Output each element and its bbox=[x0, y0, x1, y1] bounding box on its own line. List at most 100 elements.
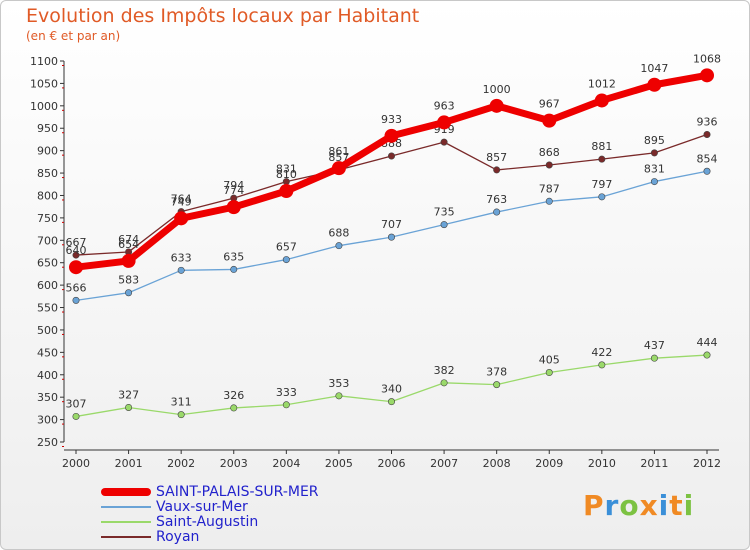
data-point-saint-palais-sur-mer bbox=[489, 98, 504, 113]
data-point-vaux-sur-mer bbox=[545, 197, 553, 205]
data-point-saint-palais-sur-mer bbox=[542, 113, 557, 128]
data-label-vaux-sur-mer: 854 bbox=[697, 152, 718, 165]
data-point-saint-augustin bbox=[387, 398, 395, 406]
data-label-vaux-sur-mer: 763 bbox=[486, 193, 507, 206]
data-point-vaux-sur-mer bbox=[72, 296, 80, 304]
data-label-saint-palais-sur-mer: 774 bbox=[223, 184, 244, 197]
legend-label-saint-palais: SAINT-PALAIS-SUR-MER bbox=[156, 484, 319, 500]
y-tick-label: 700 bbox=[37, 234, 58, 247]
data-point-royan bbox=[598, 155, 606, 163]
data-point-royan bbox=[650, 149, 658, 157]
y-tick-label: 450 bbox=[37, 346, 58, 359]
y-tick-label: 800 bbox=[37, 189, 58, 202]
data-label-saint-augustin: 333 bbox=[276, 386, 297, 399]
y-tick-label: 650 bbox=[37, 257, 58, 270]
data-point-vaux-sur-mer bbox=[335, 242, 343, 250]
y-tick-label: 950 bbox=[37, 122, 58, 135]
y-tick-label: 400 bbox=[37, 369, 58, 382]
data-label-saint-palais-sur-mer: 1068 bbox=[693, 52, 721, 65]
data-label-saint-palais-sur-mer: 967 bbox=[539, 98, 560, 111]
data-label-saint-augustin: 437 bbox=[644, 339, 665, 352]
proxiti-logo: Proxiti bbox=[583, 489, 695, 522]
data-point-saint-augustin bbox=[493, 381, 501, 389]
data-point-saint-palais-sur-mer bbox=[279, 183, 294, 198]
data-point-vaux-sur-mer bbox=[125, 289, 133, 297]
data-label-royan: 936 bbox=[697, 116, 718, 129]
chart-title: Evolution des Impôts locaux par Habitant bbox=[26, 5, 420, 27]
x-tick-label: 2008 bbox=[483, 457, 511, 470]
data-point-saint-palais-sur-mer bbox=[174, 211, 189, 226]
y-tick-label: 750 bbox=[37, 212, 58, 225]
y-tick-label: 350 bbox=[37, 391, 58, 404]
data-label-royan: 857 bbox=[328, 151, 349, 164]
data-point-saint-augustin bbox=[125, 403, 133, 411]
data-label-saint-palais-sur-mer: 640 bbox=[66, 244, 87, 257]
data-point-saint-palais-sur-mer bbox=[647, 77, 662, 92]
x-tick-label: 2005 bbox=[325, 457, 353, 470]
y-tick-label: 900 bbox=[37, 145, 58, 158]
data-point-royan bbox=[440, 138, 448, 146]
data-label-vaux-sur-mer: 657 bbox=[276, 241, 297, 254]
data-point-saint-augustin bbox=[335, 392, 343, 400]
x-tick-label: 2004 bbox=[272, 457, 300, 470]
data-point-saint-palais-sur-mer bbox=[594, 93, 609, 108]
data-label-royan: 794 bbox=[223, 179, 244, 192]
data-label-vaux-sur-mer: 831 bbox=[644, 163, 665, 176]
data-point-vaux-sur-mer bbox=[598, 193, 606, 201]
x-tick-label: 2007 bbox=[430, 457, 458, 470]
data-label-saint-augustin: 340 bbox=[381, 383, 402, 396]
data-label-royan: 764 bbox=[171, 193, 192, 206]
x-tick-label: 2001 bbox=[115, 457, 143, 470]
data-point-saint-augustin bbox=[282, 401, 290, 409]
data-point-vaux-sur-mer bbox=[282, 256, 290, 264]
data-label-saint-augustin: 326 bbox=[223, 389, 244, 402]
y-tick-label: 600 bbox=[37, 279, 58, 292]
data-label-saint-palais-sur-mer: 1012 bbox=[588, 77, 616, 90]
y-tick-label: 1100 bbox=[30, 55, 58, 68]
data-label-saint-augustin: 405 bbox=[539, 354, 560, 367]
data-label-vaux-sur-mer: 707 bbox=[381, 218, 402, 231]
y-tick-label: 250 bbox=[37, 436, 58, 449]
data-label-saint-augustin: 422 bbox=[591, 346, 612, 359]
x-tick-label: 2010 bbox=[588, 457, 616, 470]
data-point-saint-augustin bbox=[703, 351, 711, 359]
data-label-saint-augustin: 378 bbox=[486, 366, 507, 379]
data-point-saint-augustin bbox=[177, 411, 185, 419]
data-point-vaux-sur-mer bbox=[440, 221, 448, 229]
data-point-vaux-sur-mer bbox=[650, 178, 658, 186]
data-point-saint-palais-sur-mer bbox=[384, 128, 399, 143]
data-label-saint-augustin: 307 bbox=[66, 397, 87, 410]
data-label-saint-palais-sur-mer: 749 bbox=[171, 195, 192, 208]
data-point-saint-palais-sur-mer bbox=[121, 253, 136, 268]
chart-subtitle: (en € et par an) bbox=[26, 29, 121, 43]
data-label-royan: 667 bbox=[66, 236, 87, 249]
data-point-saint-palais-sur-mer bbox=[331, 161, 346, 176]
data-label-saint-palais-sur-mer: 1000 bbox=[483, 83, 511, 96]
x-tick-label: 2011 bbox=[640, 457, 668, 470]
data-label-royan: 868 bbox=[539, 146, 560, 159]
y-tick-label: 850 bbox=[37, 167, 58, 180]
y-tick-label: 300 bbox=[37, 414, 58, 427]
x-tick-label: 2002 bbox=[167, 457, 195, 470]
data-label-saint-palais-sur-mer: 933 bbox=[381, 113, 402, 126]
data-label-saint-palais-sur-mer: 810 bbox=[276, 168, 297, 181]
data-label-saint-palais-sur-mer: 1047 bbox=[640, 62, 668, 75]
legend-swatch-saint-augustin bbox=[101, 521, 151, 523]
data-label-saint-augustin: 327 bbox=[118, 388, 139, 401]
legend-swatch-saint-palais bbox=[101, 488, 151, 496]
data-label-royan: 895 bbox=[644, 134, 665, 147]
data-label-saint-augustin: 382 bbox=[434, 364, 455, 377]
y-tick-label: 500 bbox=[37, 324, 58, 337]
data-label-vaux-sur-mer: 635 bbox=[223, 250, 244, 263]
y-tick-label: 1050 bbox=[30, 77, 58, 90]
legend-swatch-royan bbox=[101, 536, 151, 538]
x-tick-label: 2006 bbox=[378, 457, 406, 470]
data-point-saint-augustin bbox=[545, 369, 553, 377]
legend-label-saint-augustin: Saint-Augustin bbox=[156, 514, 259, 530]
data-label-saint-augustin: 444 bbox=[697, 336, 718, 349]
data-point-saint-augustin bbox=[440, 379, 448, 387]
data-point-saint-palais-sur-mer bbox=[69, 260, 83, 275]
data-label-saint-palais-sur-mer: 963 bbox=[434, 99, 455, 112]
data-point-saint-augustin bbox=[230, 404, 238, 412]
